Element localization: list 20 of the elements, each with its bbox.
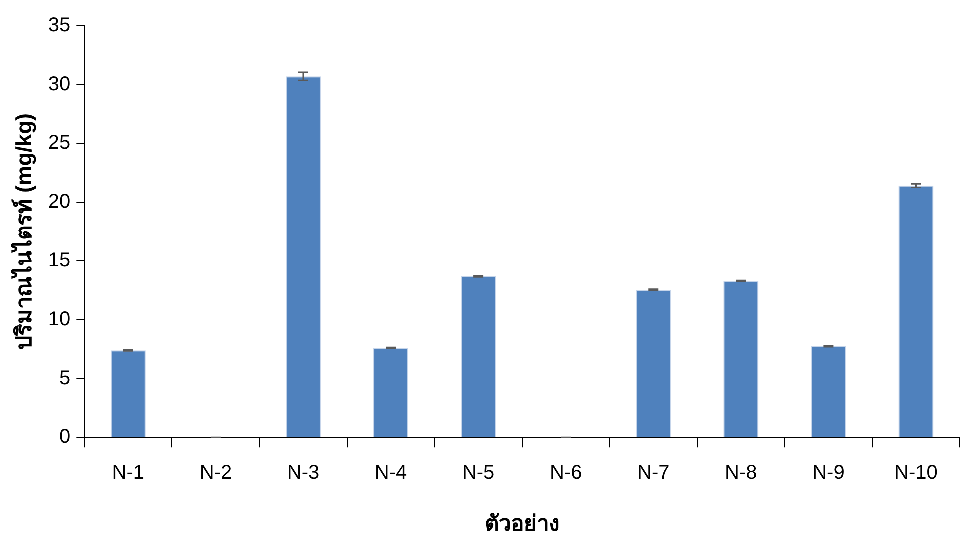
- x-tick-label: N-2: [200, 462, 232, 484]
- x-tick-label: N-6: [550, 462, 582, 484]
- y-tick-label: 35: [48, 14, 71, 37]
- y-tick-label: 0: [60, 426, 71, 448]
- y-axis-title: ปริมาณไนไตรท์ (mg/kg): [10, 114, 36, 350]
- x-tick-label: N-4: [374, 462, 408, 484]
- y-tick-label: 25: [48, 132, 71, 154]
- x-tick-label: N-5: [462, 462, 495, 484]
- y-tick-label: 5: [60, 367, 71, 390]
- y-tick-label: 15: [48, 250, 71, 272]
- x-axis-title: ตัวอย่าง: [484, 510, 560, 536]
- x-tick-label: N-10: [894, 462, 938, 484]
- x-tick-label: N-1: [112, 462, 145, 484]
- y-tick-label: 20: [48, 190, 71, 213]
- x-tick-label: N-8: [725, 462, 758, 484]
- x-tick-label: N-3: [287, 462, 320, 484]
- y-tick-label: 10: [48, 308, 71, 331]
- x-tick-label: N-7: [638, 462, 670, 484]
- x-tick-label: N-9: [812, 462, 845, 484]
- y-tick-label: 30: [48, 73, 71, 96]
